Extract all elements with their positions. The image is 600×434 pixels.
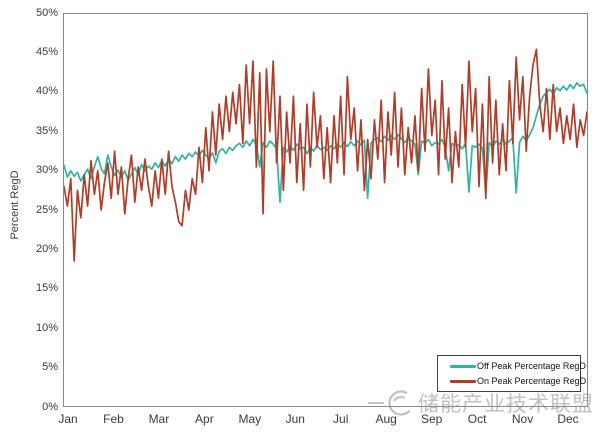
x-tick-label: Apr <box>195 412 214 426</box>
y-tick-label: 50% <box>35 6 58 19</box>
y-tick-label: 15% <box>35 282 58 295</box>
plot-area <box>63 13 588 407</box>
y-tick-label: 30% <box>35 164 58 177</box>
x-tick-label: Jun <box>285 412 305 426</box>
x-tick-label: Feb <box>103 412 124 426</box>
x-tick-label: Sep <box>420 412 443 426</box>
y-tick-label: 10% <box>35 321 58 334</box>
x-tick-label: Mar <box>148 412 170 426</box>
x-tick-label: Nov <box>511 412 534 426</box>
y-tick-label: 5% <box>42 361 58 374</box>
legend: Off Peak Percentage RegD On Peak Percenta… <box>437 355 586 392</box>
y-tick-label: 0% <box>42 400 58 413</box>
y-tick-label: 40% <box>35 85 58 98</box>
y-tick-label: 45% <box>35 45 58 58</box>
y-tick-label: 35% <box>35 124 58 137</box>
legend-swatch <box>450 379 476 383</box>
y-tick-label: 20% <box>35 242 58 255</box>
legend-item: Off Peak Percentage RegD <box>450 360 586 372</box>
x-tick-label: Jul <box>333 412 349 426</box>
y-tick-label: 25% <box>35 203 58 216</box>
x-tick-label: Jan <box>58 412 78 426</box>
x-tick-label: Oct <box>467 412 487 426</box>
legend-label: On Peak Percentage RegD <box>477 376 587 386</box>
legend-item: On Peak Percentage RegD <box>450 375 586 387</box>
x-tick-label: Dec <box>557 412 579 426</box>
x-tick-label: Aug <box>375 412 397 426</box>
legend-label: Off Peak Percentage RegD <box>477 361 586 371</box>
x-tick-label: May <box>238 412 262 426</box>
legend-swatch <box>450 364 476 368</box>
series-line-on-peak <box>64 48 587 262</box>
